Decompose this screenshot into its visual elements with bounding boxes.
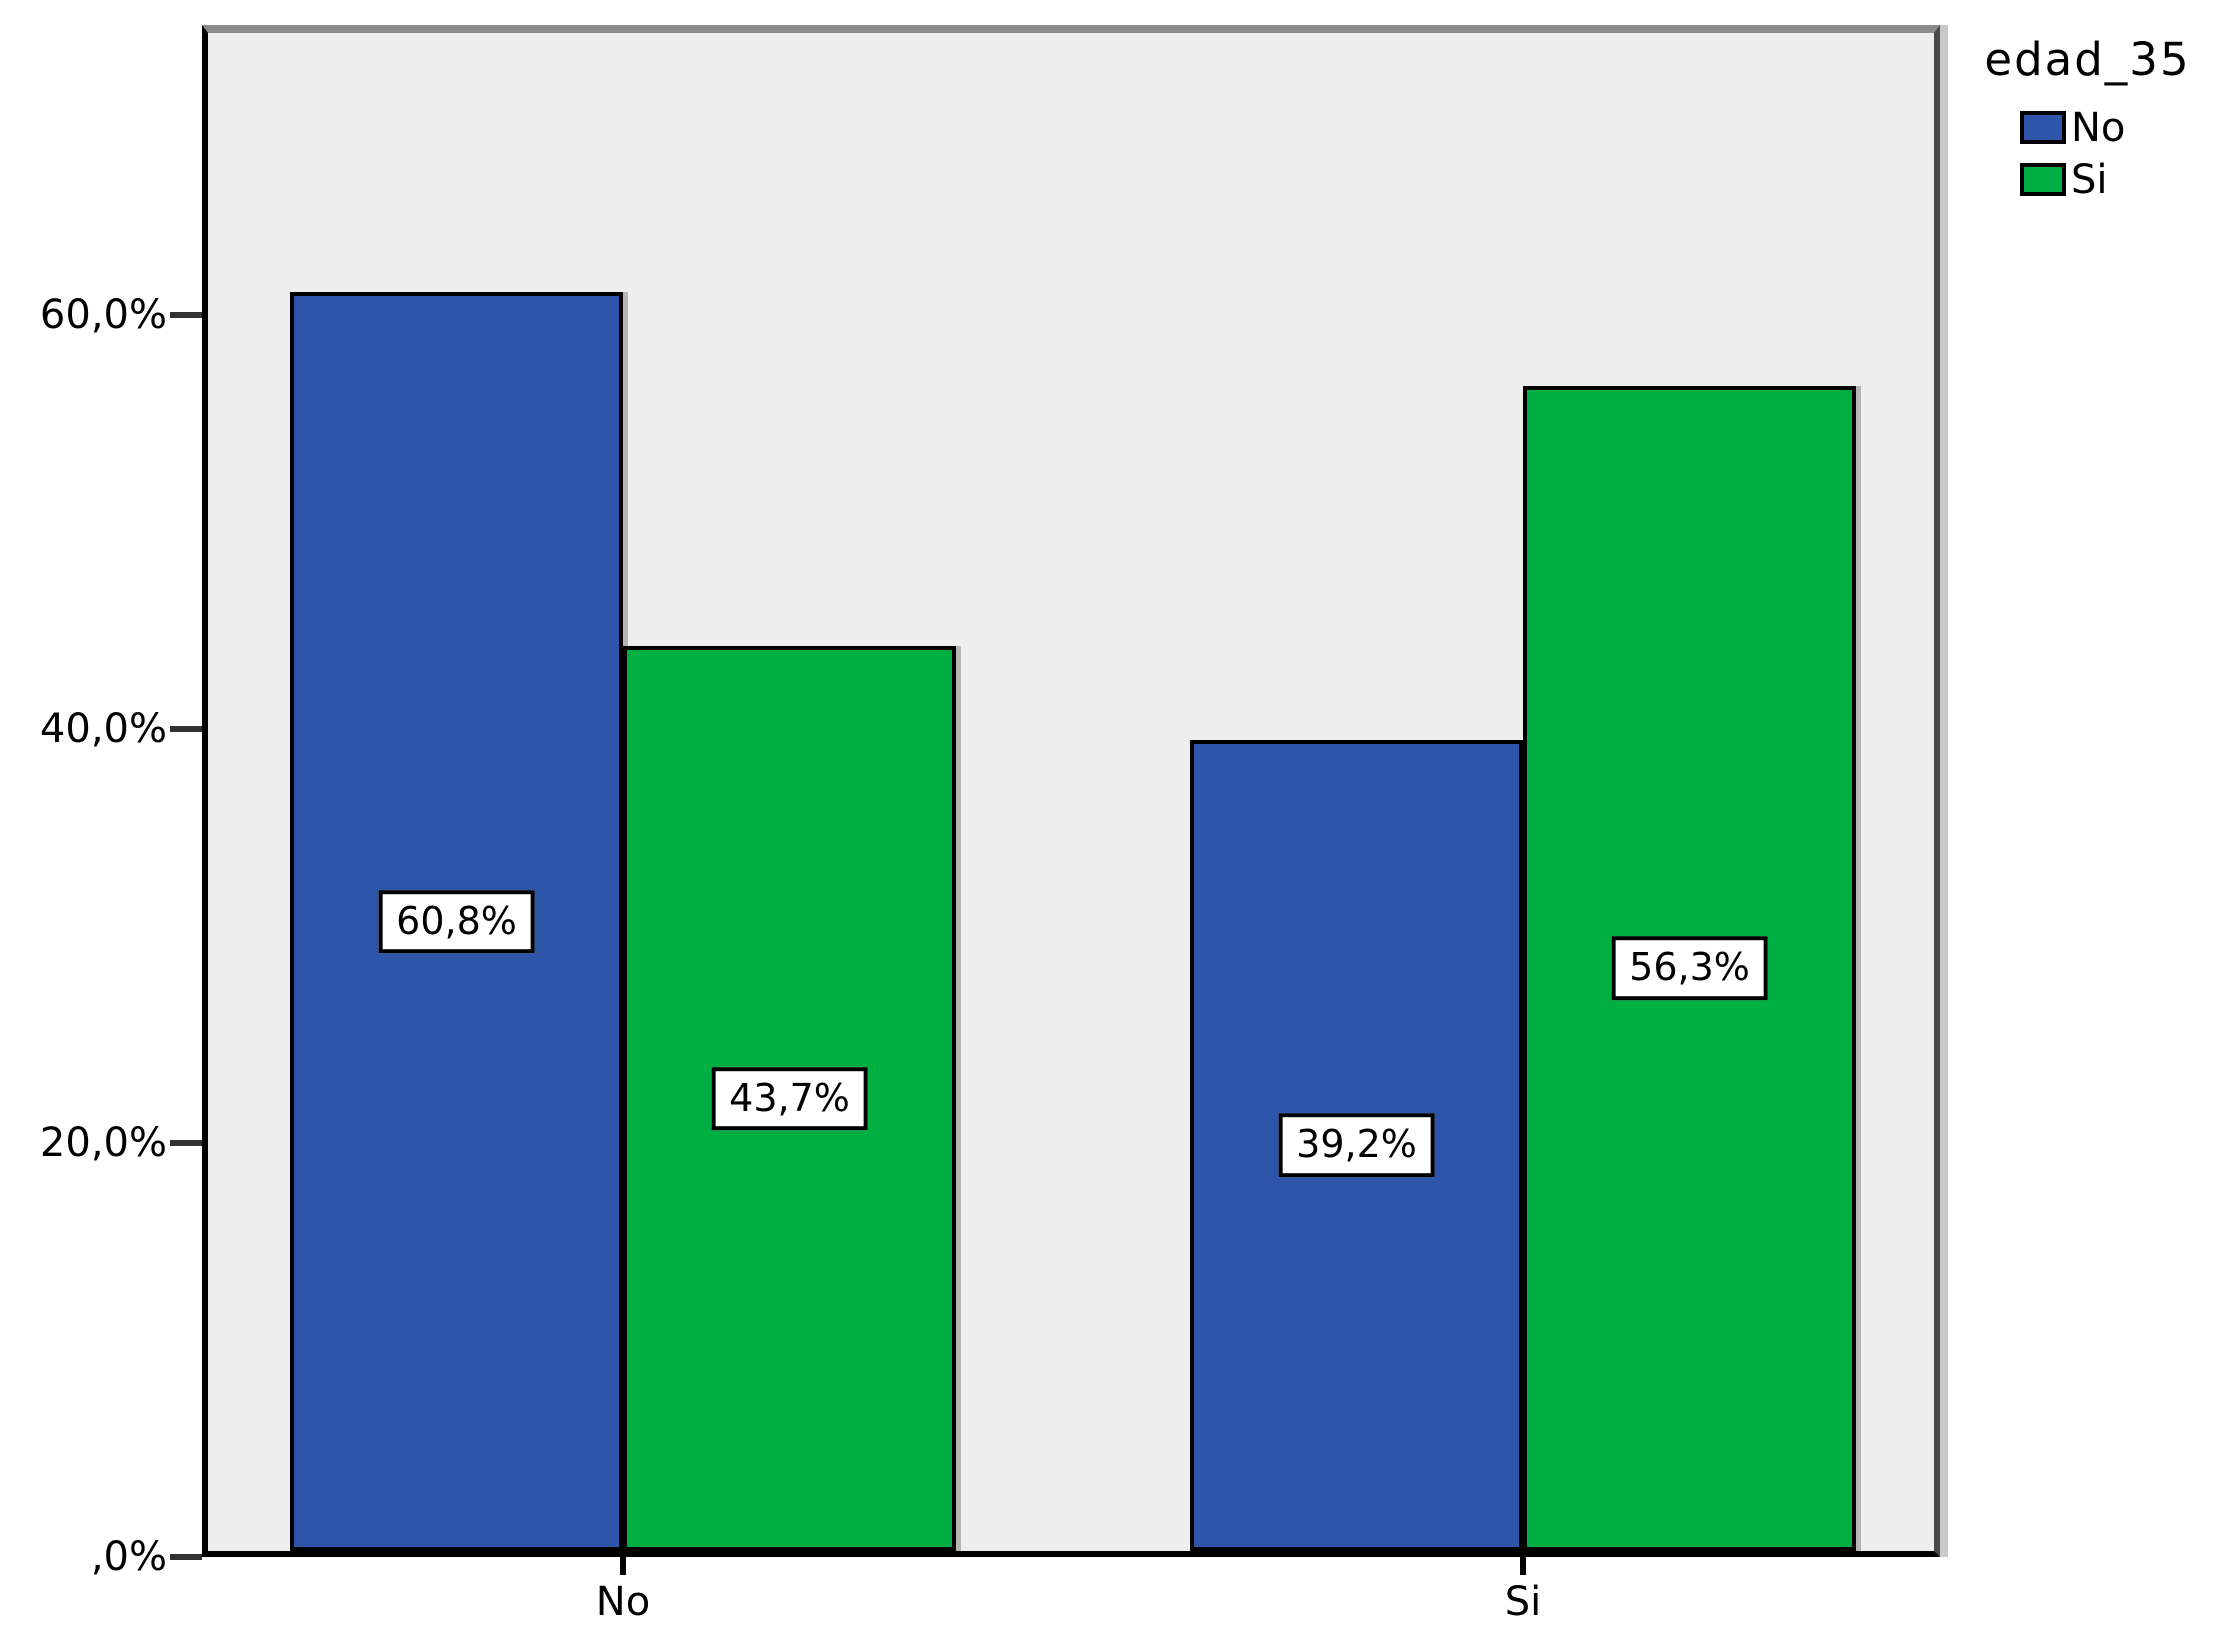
x-axis-category-label: Si bbox=[1504, 1579, 1542, 1625]
y-axis-tick bbox=[170, 312, 202, 318]
legend-color-swatch-si bbox=[2020, 163, 2066, 197]
value-label: 43,7% bbox=[711, 1066, 868, 1131]
legend-item-label: No bbox=[2071, 104, 2126, 151]
legend: edad_35 No Si bbox=[1962, 34, 2213, 202]
legend-item-no: No bbox=[2020, 106, 2213, 150]
x-axis-tick bbox=[620, 1557, 626, 1575]
y-axis-tick bbox=[170, 1140, 202, 1146]
y-axis-tick bbox=[170, 726, 202, 732]
x-axis-category-label: No bbox=[595, 1579, 651, 1625]
value-label: 56,3% bbox=[1611, 936, 1768, 1001]
y-axis-tick-label: 60,0% bbox=[39, 292, 167, 338]
plot-area: 60,8% 43,7% 39,2% 56,3% bbox=[202, 25, 1940, 1557]
value-label: 60,8% bbox=[378, 889, 535, 954]
legend-items: No Si bbox=[1962, 106, 2213, 202]
value-label: 39,2% bbox=[1278, 1113, 1435, 1178]
legend-color-swatch-no bbox=[2020, 111, 2066, 145]
y-axis-tick bbox=[170, 1554, 202, 1560]
legend-title: edad_35 bbox=[1984, 33, 2191, 86]
y-axis-tick-label: 40,0% bbox=[39, 706, 167, 752]
legend-item-si: Si bbox=[2020, 158, 2213, 202]
legend-item-label: Si bbox=[2071, 156, 2108, 203]
y-axis-tick-label: ,0% bbox=[90, 1534, 167, 1580]
y-axis-tick-label: 20,0% bbox=[39, 1120, 167, 1166]
x-axis-tick bbox=[1520, 1557, 1526, 1575]
